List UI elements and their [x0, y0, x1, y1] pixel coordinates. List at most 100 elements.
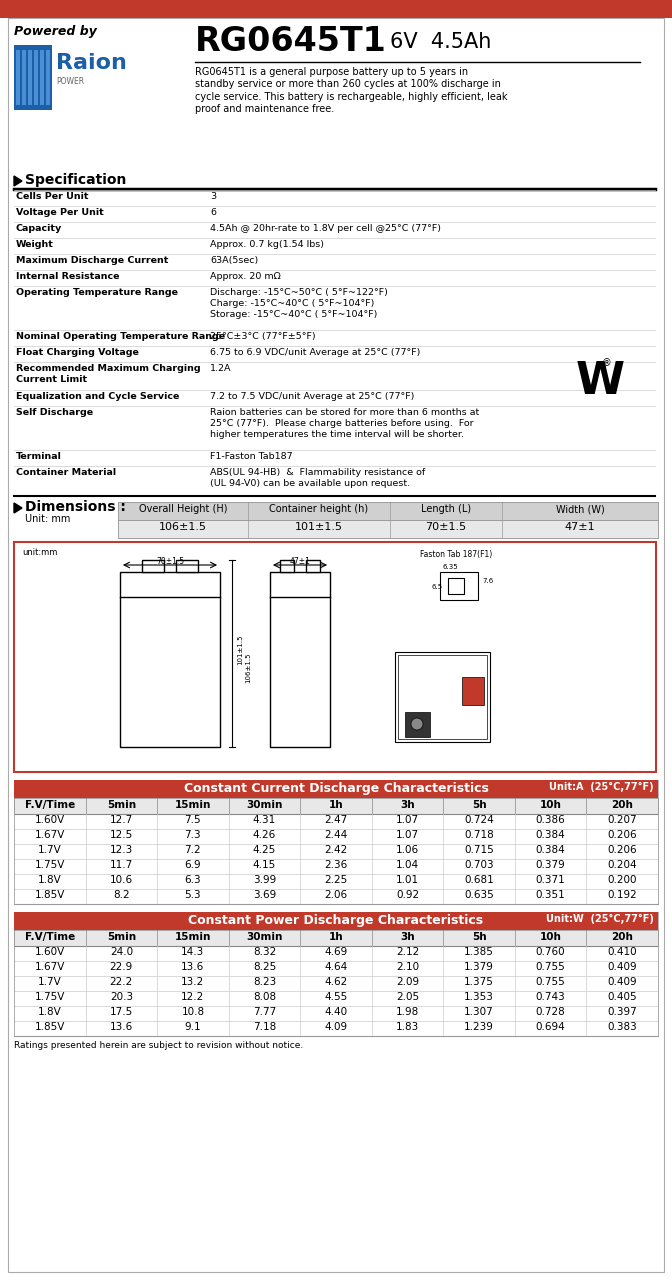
Bar	[280, 561, 294, 572]
Text: 0.200: 0.200	[607, 876, 637, 884]
Text: 20h: 20h	[612, 800, 633, 810]
Text: 2.42: 2.42	[325, 845, 347, 855]
Polygon shape	[14, 503, 22, 513]
Text: Container height (h): Container height (h)	[269, 504, 368, 515]
Text: 5.3: 5.3	[185, 890, 201, 900]
Text: Voltage Per Unit: Voltage Per Unit	[16, 207, 103, 218]
Bar	[0, 0, 672, 18]
Text: 0.410: 0.410	[607, 947, 637, 957]
Bar	[0, 18, 672, 173]
Text: 3h: 3h	[401, 932, 415, 942]
Text: 1.04: 1.04	[396, 860, 419, 870]
Text: Recommended Maximum Charging
Current Limit: Recommended Maximum Charging Current Lim…	[16, 364, 201, 384]
Text: 63A(5sec): 63A(5sec)	[210, 256, 258, 265]
Text: 1.353: 1.353	[464, 992, 494, 1002]
Text: 8.32: 8.32	[253, 947, 276, 957]
Text: Cells Per Unit: Cells Per Unit	[16, 192, 89, 201]
Text: 2.05: 2.05	[396, 992, 419, 1002]
Bar	[142, 561, 164, 572]
Text: 0.755: 0.755	[536, 977, 566, 987]
Text: 7.2 to 7.5 VDC/unit Average at 25°C (77°F): 7.2 to 7.5 VDC/unit Average at 25°C (77°…	[210, 392, 415, 401]
Text: 0.743: 0.743	[536, 992, 566, 1002]
Text: 1.85V: 1.85V	[34, 890, 65, 900]
Text: 0.681: 0.681	[464, 876, 494, 884]
Text: 4.69: 4.69	[325, 947, 347, 957]
Bar	[14, 829, 658, 844]
Text: Approx. 0.7 kg(1.54 lbs): Approx. 0.7 kg(1.54 lbs)	[210, 241, 324, 250]
Text: 70±1.5: 70±1.5	[425, 522, 466, 532]
Text: 70±1.5: 70±1.5	[156, 557, 184, 566]
Text: 3.69: 3.69	[253, 890, 276, 900]
Text: Nominal Operating Temperature Range: Nominal Operating Temperature Range	[16, 332, 225, 340]
Text: 0.724: 0.724	[464, 815, 494, 826]
Text: 0.409: 0.409	[607, 977, 637, 987]
Text: 1.379: 1.379	[464, 963, 494, 972]
Text: 47±1: 47±1	[564, 522, 595, 532]
Text: Raion batteries can be stored for more than 6 months at
25°C (77°F).  Please cha: Raion batteries can be stored for more t…	[210, 408, 479, 439]
Text: 106±1.5: 106±1.5	[245, 653, 251, 682]
Text: 1.75V: 1.75V	[34, 860, 65, 870]
Bar	[40, 50, 44, 105]
Text: 101±1.5: 101±1.5	[295, 522, 343, 532]
Text: 3: 3	[210, 192, 216, 201]
Text: Unit: mm: Unit: mm	[25, 515, 71, 524]
Text: 7.18: 7.18	[253, 1021, 276, 1032]
Text: Unit:W  (25°C,77°F): Unit:W (25°C,77°F)	[546, 914, 654, 924]
Text: 30min: 30min	[246, 932, 283, 942]
Text: Equalization and Cycle Service: Equalization and Cycle Service	[16, 392, 179, 401]
Text: 4.64: 4.64	[325, 963, 347, 972]
Text: W: W	[575, 360, 624, 403]
Text: 8.2: 8.2	[113, 890, 130, 900]
Text: Ratings presented herein are subject to revision without notice.: Ratings presented herein are subject to …	[14, 1041, 303, 1050]
Bar	[28, 50, 32, 105]
Text: 1.60V: 1.60V	[35, 815, 65, 826]
Bar	[395, 652, 490, 742]
Text: Approx. 20 mΩ: Approx. 20 mΩ	[210, 271, 281, 282]
Text: 0.383: 0.383	[607, 1021, 637, 1032]
Text: Raion: Raion	[56, 52, 127, 73]
Text: 5min: 5min	[107, 932, 136, 942]
Bar	[14, 946, 658, 961]
Text: 7.2: 7.2	[185, 845, 201, 855]
Text: F1-Faston Tab187: F1-Faston Tab187	[210, 452, 292, 461]
Text: 1.85V: 1.85V	[34, 1021, 65, 1032]
Bar	[22, 50, 26, 105]
Bar	[34, 50, 38, 105]
Text: RG0645T1 is a general purpose battery up to 5 years in
standby service or more t: RG0645T1 is a general purpose battery up…	[195, 67, 507, 114]
Bar	[462, 677, 484, 705]
Text: 6.35: 6.35	[442, 564, 458, 570]
Text: 20h: 20h	[612, 932, 633, 942]
Bar	[14, 1006, 658, 1021]
Bar	[14, 991, 658, 1006]
Text: Dimensions :: Dimensions :	[25, 500, 126, 515]
Text: 0.204: 0.204	[607, 860, 637, 870]
Text: 6: 6	[210, 207, 216, 218]
Bar	[270, 572, 330, 748]
Text: 0.386: 0.386	[536, 815, 566, 826]
Text: 2.36: 2.36	[325, 860, 347, 870]
Text: 22.2: 22.2	[110, 977, 133, 987]
Text: 2.10: 2.10	[396, 963, 419, 972]
Text: Float Charging Voltage: Float Charging Voltage	[16, 348, 139, 357]
Text: 0.192: 0.192	[607, 890, 637, 900]
Text: 0.715: 0.715	[464, 845, 494, 855]
Text: 0.397: 0.397	[607, 1007, 637, 1018]
Bar	[14, 931, 658, 946]
Text: 15min: 15min	[175, 800, 211, 810]
Text: 5h: 5h	[472, 800, 487, 810]
Text: 1.8V: 1.8V	[38, 876, 62, 884]
Text: 1.75V: 1.75V	[34, 992, 65, 1002]
Text: 0.703: 0.703	[464, 860, 494, 870]
Text: 12.3: 12.3	[110, 845, 133, 855]
Text: 7.5: 7.5	[185, 815, 201, 826]
Bar	[14, 874, 658, 890]
Text: 1.06: 1.06	[396, 845, 419, 855]
Text: Operating Temperature Range: Operating Temperature Range	[16, 288, 178, 297]
Text: 13.6: 13.6	[181, 963, 204, 972]
Text: 12.7: 12.7	[110, 815, 133, 826]
Text: 4.55: 4.55	[325, 992, 347, 1002]
Text: 0.718: 0.718	[464, 829, 494, 840]
Bar	[14, 797, 658, 814]
Bar	[14, 911, 658, 931]
Text: 1.307: 1.307	[464, 1007, 494, 1018]
